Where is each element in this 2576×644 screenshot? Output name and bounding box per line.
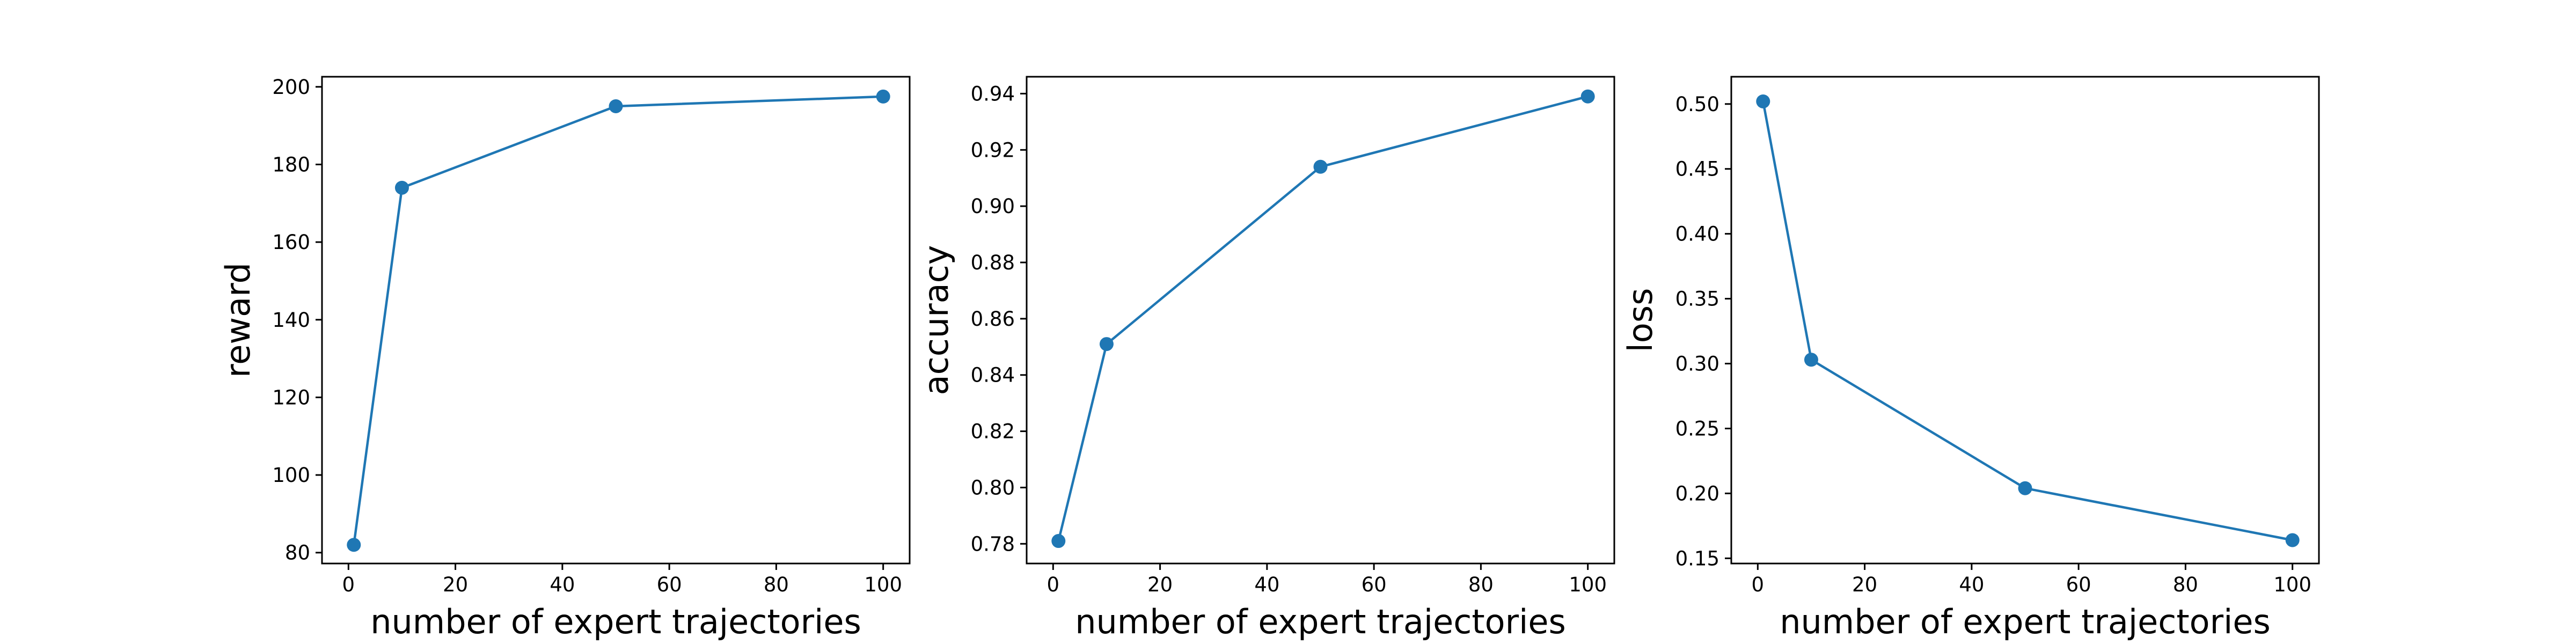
loss-ytick-label: 0.40 xyxy=(1675,223,1719,246)
accuracy-xtick-label: 0 xyxy=(1047,573,1060,596)
chart-reward-xlabel: number of expert trajectories xyxy=(370,602,861,641)
accuracy-ytick-label: 0.78 xyxy=(971,532,1015,555)
loss-xtick-label: 100 xyxy=(2273,573,2311,596)
reward-ytick-label: 160 xyxy=(272,231,310,254)
chart-accuracy-frame xyxy=(1026,76,1615,565)
reward-data-point xyxy=(347,538,361,552)
loss-ytick-label: 0.50 xyxy=(1675,93,1719,116)
reward-xtick-label: 60 xyxy=(657,573,682,596)
loss-xtick-label: 60 xyxy=(2066,573,2091,596)
chart-reward: 0 20 40 60 80 100 80 100 120 140 160 180 200 number … xyxy=(218,76,911,641)
reward-ytick-label: 80 xyxy=(285,541,310,565)
reward-ytick-label: 120 xyxy=(272,386,310,409)
reward-xtick-label: 80 xyxy=(764,573,789,596)
chart-accuracy: 0 20 40 60 80 100 0.78 0.80 0.82 0.84 0.86 0.88 0.90… xyxy=(917,76,1615,641)
reward-xtick-label: 0 xyxy=(342,573,355,596)
chart-reward-marks: 0 20 40 60 80 100 80 100 120 140 160 180 200 xyxy=(272,76,902,596)
reward-data-point xyxy=(609,99,623,113)
loss-data-point xyxy=(2285,533,2300,547)
reward-xtick-label: 100 xyxy=(864,573,902,596)
reward-xtick-label: 40 xyxy=(550,573,575,596)
accuracy-ytick-label: 0.80 xyxy=(971,476,1015,499)
accuracy-ytick-label: 0.92 xyxy=(971,138,1015,162)
accuracy-xtick-label: 60 xyxy=(1362,573,1387,596)
chart-loss-frame xyxy=(1730,76,2320,565)
chart-loss-xlabel: number of expert trajectories xyxy=(1780,602,2271,641)
loss-xtick-label: 80 xyxy=(2173,573,2198,596)
accuracy-ytick-label: 0.90 xyxy=(971,195,1015,218)
reward-ytick-label: 100 xyxy=(272,464,310,487)
chart-reward-frame xyxy=(321,76,911,565)
loss-ytick-label: 0.45 xyxy=(1675,158,1719,181)
reward-ytick-label: 200 xyxy=(272,76,310,99)
accuracy-series-line xyxy=(1057,95,1589,541)
loss-ytick-label: 0.20 xyxy=(1675,482,1719,505)
chart-reward-ylabel: reward xyxy=(218,262,258,378)
loss-ytick-label: 0.35 xyxy=(1675,288,1719,311)
loss-ytick-label: 0.15 xyxy=(1675,547,1719,570)
accuracy-xtick-label: 80 xyxy=(1468,573,1494,596)
chart-loss-marks: 0 20 40 60 80 100 0.15 0.20 0.25 0.30 0.35 0.40 0.45… xyxy=(1675,93,2311,596)
reward-xtick-label: 20 xyxy=(443,573,468,596)
loss-data-point xyxy=(1804,353,1818,367)
loss-ytick-label: 0.25 xyxy=(1675,417,1719,440)
reward-ytick-label: 180 xyxy=(272,153,310,176)
loss-ytick-label: 0.30 xyxy=(1675,353,1719,376)
loss-series-line xyxy=(1762,101,2293,541)
reward-data-point xyxy=(876,89,890,104)
accuracy-ytick-label: 0.88 xyxy=(971,251,1015,274)
accuracy-xtick-label: 100 xyxy=(1569,573,1607,596)
accuracy-data-point xyxy=(1313,159,1328,174)
accuracy-data-point xyxy=(1051,534,1066,548)
accuracy-xtick-label: 20 xyxy=(1147,573,1173,596)
accuracy-ytick-label: 0.94 xyxy=(971,82,1015,105)
accuracy-data-point xyxy=(1580,89,1595,104)
accuracy-xtick-label: 40 xyxy=(1254,573,1279,596)
loss-data-point xyxy=(2018,481,2032,495)
loss-xtick-label: 0 xyxy=(1752,573,1765,596)
accuracy-ytick-label: 0.84 xyxy=(971,364,1015,387)
chart-accuracy-xlabel: number of expert trajectories xyxy=(1075,602,1566,641)
chart-loss: 0 20 40 60 80 100 0.15 0.20 0.25 0.30 0.35 0.40 0.45… xyxy=(1621,76,2320,641)
reward-series-line xyxy=(353,95,883,545)
accuracy-ytick-label: 0.82 xyxy=(971,420,1015,443)
accuracy-ytick-label: 0.86 xyxy=(971,308,1015,331)
loss-xtick-label: 20 xyxy=(1852,573,1877,596)
reward-data-point xyxy=(394,180,409,195)
chart-accuracy-marks: 0 20 40 60 80 100 0.78 0.80 0.82 0.84 0.86 0.88 0.90… xyxy=(971,82,1607,596)
loss-xtick-label: 40 xyxy=(1959,573,1984,596)
loss-data-point xyxy=(1756,94,1770,108)
reward-ytick-label: 140 xyxy=(272,309,310,332)
chart-loss-ylabel: loss xyxy=(1621,288,1660,353)
accuracy-data-point xyxy=(1099,337,1114,352)
chart-accuracy-ylabel: accuracy xyxy=(917,245,956,396)
